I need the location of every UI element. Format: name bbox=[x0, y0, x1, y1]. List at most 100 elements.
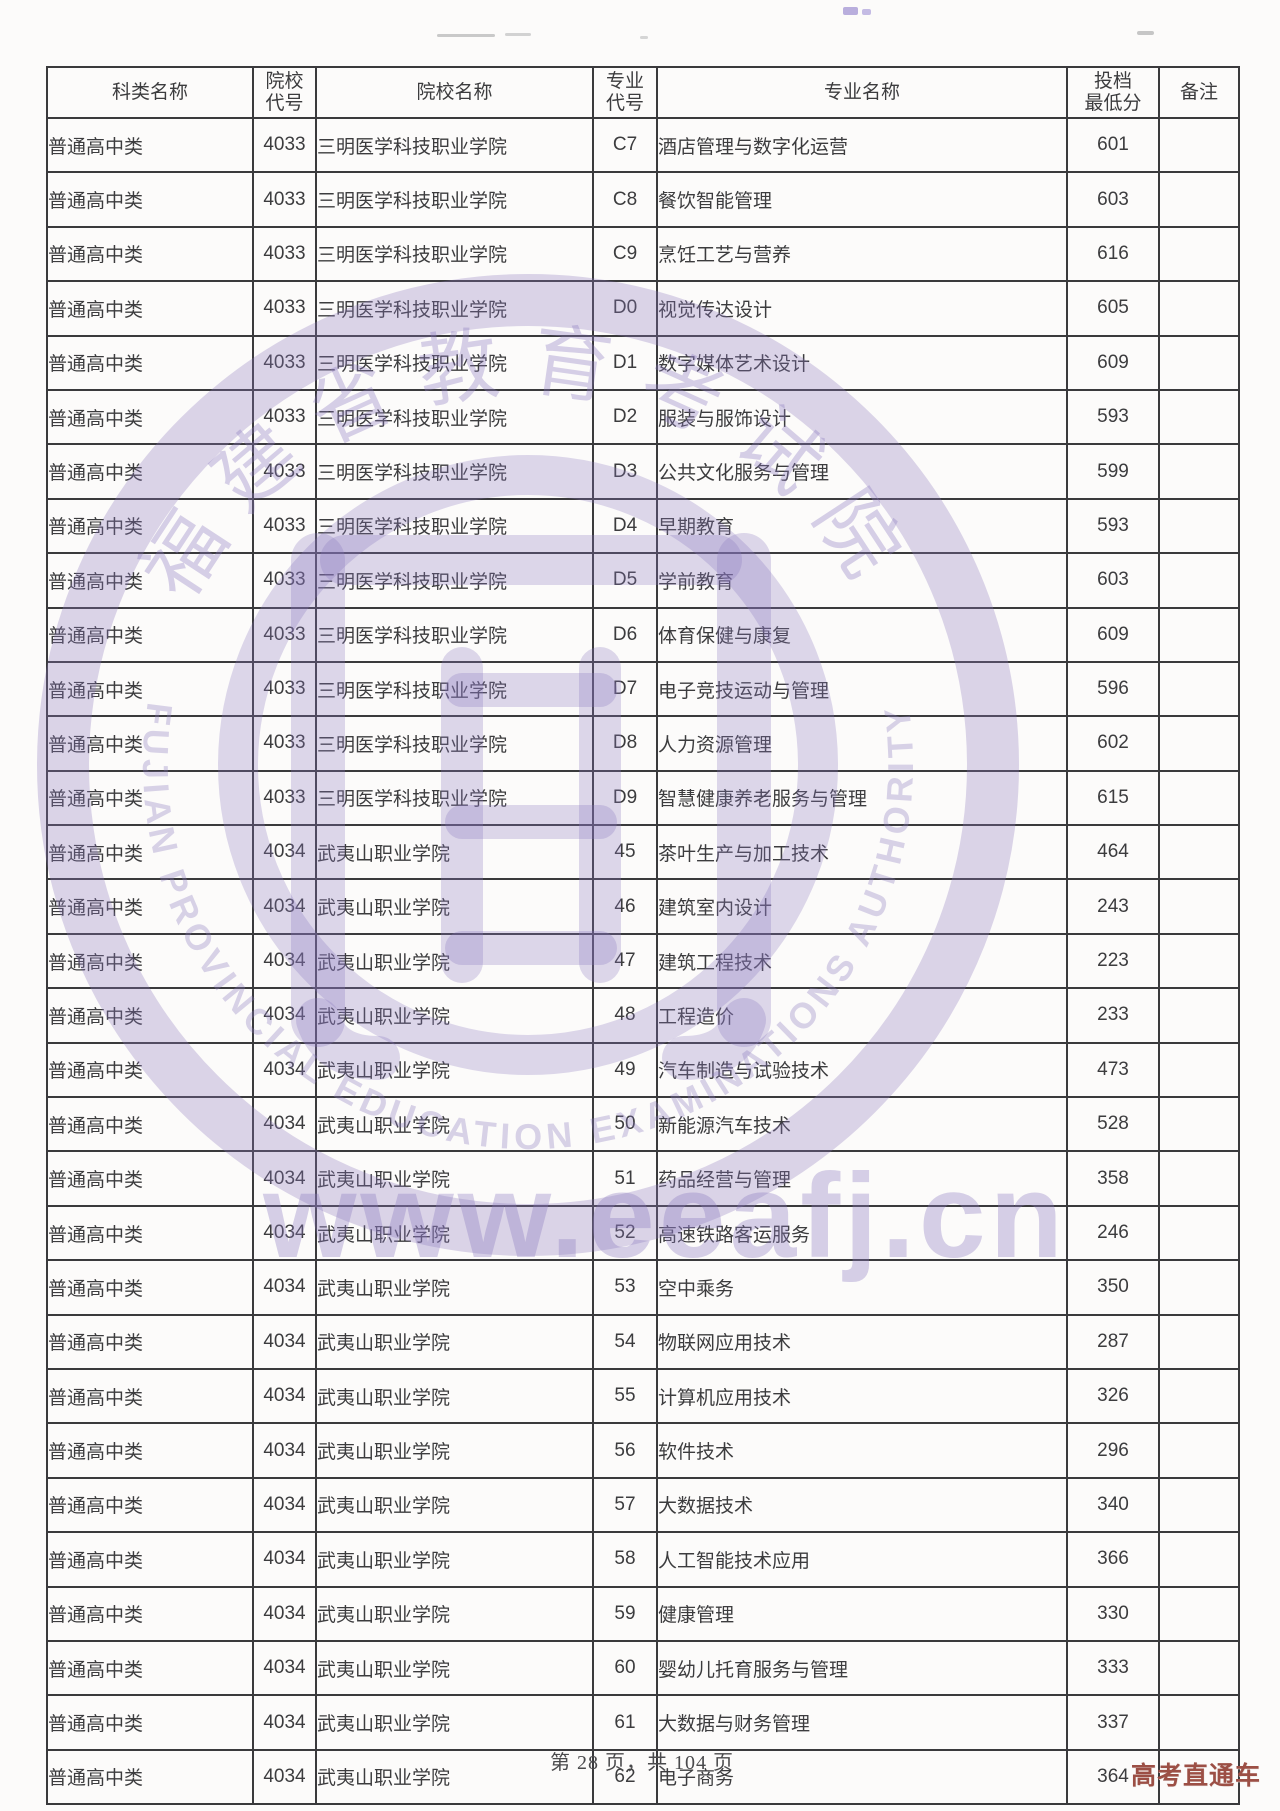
cell-category: 普通高中类 bbox=[46, 443, 254, 500]
cell-min-score: 364 bbox=[1066, 1748, 1160, 1806]
cell-school-code: 4034 bbox=[252, 1531, 317, 1588]
cell-major-name: 人力资源管理 bbox=[656, 715, 1068, 772]
cell-min-score: 603 bbox=[1066, 552, 1160, 609]
cell-min-score: 593 bbox=[1066, 497, 1160, 555]
cell-school-name: 武夷山职业学院 bbox=[315, 824, 594, 881]
cell-major-name: 计算机应用技术 bbox=[656, 1367, 1068, 1425]
cell-school-name: 武夷山职业学院 bbox=[315, 878, 594, 935]
cell-major-name: 学前教育 bbox=[656, 552, 1068, 609]
cell-min-score: 605 bbox=[1066, 280, 1160, 337]
cell-major-name: 智慧健康养老服务与管理 bbox=[656, 769, 1068, 827]
cell-school-code: 4034 bbox=[252, 1150, 317, 1207]
cell-min-score: 243 bbox=[1066, 878, 1160, 935]
table-row: 普通高中类 4034 武夷山职业学院 47 建筑工程技术 223 bbox=[46, 932, 1240, 990]
cell-min-score: 603 bbox=[1066, 171, 1160, 228]
cell-school-name: 武夷山职业学院 bbox=[315, 1150, 594, 1207]
cell-category: 普通高中类 bbox=[46, 388, 254, 446]
cell-major-code: 53 bbox=[592, 1259, 658, 1316]
cell-min-score: 330 bbox=[1066, 1585, 1160, 1642]
cell-major-code: D1 bbox=[592, 334, 658, 391]
cell-remark bbox=[1158, 116, 1240, 174]
table-row: 普通高中类 4034 武夷山职业学院 54 物联网应用技术 287 bbox=[46, 1313, 1240, 1370]
cell-category: 普通高中类 bbox=[46, 1639, 254, 1697]
cell-min-score: 333 bbox=[1066, 1639, 1160, 1697]
table-row: 普通高中类 4034 武夷山职业学院 45 茶叶生产与加工技术 464 bbox=[46, 824, 1240, 881]
cell-school-name: 三明医学科技职业学院 bbox=[315, 334, 594, 391]
cell-major-name: 公共文化服务与管理 bbox=[656, 443, 1068, 500]
cell-remark bbox=[1158, 1476, 1240, 1534]
cell-remark bbox=[1158, 171, 1240, 228]
cell-remark bbox=[1158, 660, 1240, 718]
cell-major-code: D2 bbox=[592, 388, 658, 446]
cell-category: 普通高中类 bbox=[46, 660, 254, 718]
cell-major-code: D3 bbox=[592, 443, 658, 500]
table-row: 普通高中类 4033 三明医学科技职业学院 C9 烹饪工艺与营养 616 bbox=[46, 225, 1240, 283]
cell-remark bbox=[1158, 280, 1240, 337]
cell-remark bbox=[1158, 606, 1240, 663]
cell-major-name: 汽车制造与试验技术 bbox=[656, 1041, 1068, 1099]
cell-major-code: 47 bbox=[592, 932, 658, 990]
cell-school-name: 三明医学科技职业学院 bbox=[315, 497, 594, 555]
table-row: 普通高中类 4033 三明医学科技职业学院 C8 餐饮智能管理 603 bbox=[46, 171, 1240, 228]
cell-major-name: 茶叶生产与加工技术 bbox=[656, 824, 1068, 881]
cell-category: 普通高中类 bbox=[46, 552, 254, 609]
cell-major-name: 烹饪工艺与营养 bbox=[656, 225, 1068, 283]
cell-major-code: 58 bbox=[592, 1531, 658, 1588]
table-row: 普通高中类 4033 三明医学科技职业学院 C7 酒店管理与数字化运营 601 bbox=[46, 116, 1240, 174]
cell-category: 普通高中类 bbox=[46, 1422, 254, 1479]
cell-major-code: 50 bbox=[592, 1096, 658, 1153]
cell-category: 普通高中类 bbox=[46, 334, 254, 391]
cell-remark bbox=[1158, 225, 1240, 283]
table-row: 普通高中类 4034 武夷山职业学院 46 建筑室内设计 243 bbox=[46, 878, 1240, 935]
cell-school-code: 4033 bbox=[252, 552, 317, 609]
cell-school-name: 三明医学科技职业学院 bbox=[315, 171, 594, 228]
cell-major-name: 工程造价 bbox=[656, 987, 1068, 1044]
cell-major-name: 婴幼儿托育服务与管理 bbox=[656, 1639, 1068, 1697]
cell-major-code: 52 bbox=[592, 1204, 658, 1262]
cell-school-code: 4034 bbox=[252, 1694, 317, 1751]
table-row: 普通高中类 4034 武夷山职业学院 57 大数据技术 340 bbox=[46, 1476, 1240, 1534]
cell-category: 普通高中类 bbox=[46, 1204, 254, 1262]
cell-school-name: 三明医学科技职业学院 bbox=[315, 660, 594, 718]
cell-school-code: 4033 bbox=[252, 225, 317, 283]
cell-remark bbox=[1158, 1096, 1240, 1153]
cell-school-code: 4033 bbox=[252, 715, 317, 772]
cell-school-name: 三明医学科技职业学院 bbox=[315, 769, 594, 827]
cell-remark bbox=[1158, 443, 1240, 500]
cell-min-score: 596 bbox=[1066, 660, 1160, 718]
cell-school-code: 4034 bbox=[252, 1204, 317, 1262]
header-min-score: 投档 最低分 bbox=[1066, 66, 1160, 119]
cell-school-name: 三明医学科技职业学院 bbox=[315, 552, 594, 609]
table-row: 普通高中类 4034 武夷山职业学院 48 工程造价 233 bbox=[46, 987, 1240, 1044]
table-row: 普通高中类 4033 三明医学科技职业学院 D6 体育保健与康复 609 bbox=[46, 606, 1240, 663]
cell-major-code: D6 bbox=[592, 606, 658, 663]
cell-remark bbox=[1158, 1748, 1240, 1806]
cell-major-code: 51 bbox=[592, 1150, 658, 1207]
cell-min-score: 296 bbox=[1066, 1422, 1160, 1479]
cell-school-name: 武夷山职业学院 bbox=[315, 1313, 594, 1370]
cell-category: 普通高中类 bbox=[46, 1748, 254, 1806]
cell-school-code: 4033 bbox=[252, 116, 317, 174]
cell-major-name: 电子竞技运动与管理 bbox=[656, 660, 1068, 718]
cell-school-code: 4033 bbox=[252, 660, 317, 718]
cell-major-name: 建筑工程技术 bbox=[656, 932, 1068, 990]
cell-school-name: 武夷山职业学院 bbox=[315, 1096, 594, 1153]
cell-category: 普通高中类 bbox=[46, 932, 254, 990]
cell-major-code: 56 bbox=[592, 1422, 658, 1479]
cell-remark bbox=[1158, 1531, 1240, 1588]
cell-remark bbox=[1158, 1259, 1240, 1316]
cell-min-score: 337 bbox=[1066, 1694, 1160, 1751]
table-header-row: 科类名称 院校 代号 院校名称 专业 代号 专业名称 投档 最低分 备注 bbox=[46, 66, 1240, 119]
cell-min-score: 358 bbox=[1066, 1150, 1160, 1207]
cell-min-score: 609 bbox=[1066, 334, 1160, 391]
cell-school-code: 4033 bbox=[252, 769, 317, 827]
table-row: 普通高中类 4034 武夷山职业学院 59 健康管理 330 bbox=[46, 1585, 1240, 1642]
cell-major-name: 建筑室内设计 bbox=[656, 878, 1068, 935]
admission-score-table: 科类名称 院校 代号 院校名称 专业 代号 专业名称 投档 最低分 备注 普通高… bbox=[46, 66, 1240, 1806]
cell-remark bbox=[1158, 1204, 1240, 1262]
cell-school-name: 武夷山职业学院 bbox=[315, 1259, 594, 1316]
cell-major-name: 软件技术 bbox=[656, 1422, 1068, 1479]
cell-remark bbox=[1158, 878, 1240, 935]
cell-category: 普通高中类 bbox=[46, 280, 254, 337]
